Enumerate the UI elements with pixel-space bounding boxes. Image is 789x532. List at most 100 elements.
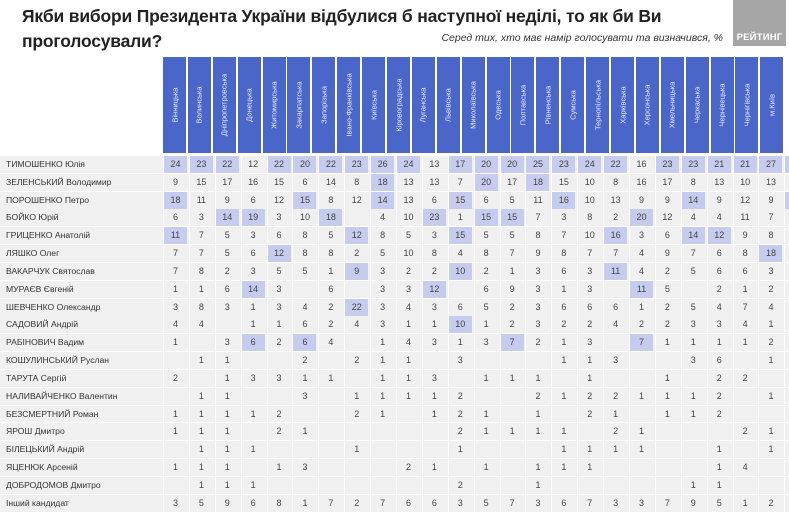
value-cell: 1 xyxy=(706,476,731,494)
table-row: ШЕВЧЕНКО Олександр 3 8 3 1 3 4 2 22 3 4 3 6 5 2 3 6 6 6 1 2 5… xyxy=(0,298,789,316)
value-cell: 1 xyxy=(473,423,498,441)
value-cell: 10 xyxy=(577,227,601,245)
value-cell: 3 xyxy=(163,298,187,316)
value-cell: 5 xyxy=(680,298,705,316)
value-cell xyxy=(603,334,627,352)
value-cell: 1 xyxy=(163,459,187,476)
value-cell xyxy=(577,476,601,494)
region-label: Івано-Франківська xyxy=(344,73,354,137)
value-cell: 2 xyxy=(396,459,420,476)
value-cell: 2 xyxy=(654,262,679,280)
value-cell: 5 xyxy=(266,262,291,280)
value-cell: 2 xyxy=(732,423,757,441)
value-cell: 3 xyxy=(577,262,601,280)
value-cell: 1 xyxy=(680,334,705,352)
value-cell xyxy=(344,369,368,387)
value-cell: 5 xyxy=(499,227,524,245)
value-cell: 7 xyxy=(577,494,601,512)
value-cell: 8 xyxy=(318,191,342,209)
value-cell xyxy=(344,209,368,227)
value-cell: 3 xyxy=(680,352,705,369)
value-cell: 1 xyxy=(240,405,265,423)
candidate-name: НАЛИВАЙЧЕНКО Валентин xyxy=(6,390,118,401)
value-cell: 4 xyxy=(629,262,653,280)
value-cell: 3 xyxy=(525,316,549,334)
value-cell: 7 xyxy=(551,227,575,245)
value-cell: 8 xyxy=(318,245,342,263)
value-cell: 1 xyxy=(758,316,782,334)
region-label: Чернігівська xyxy=(742,83,752,127)
value-cell: 9 xyxy=(654,245,679,263)
value-cell: 4 xyxy=(163,316,187,334)
value-cell: 1 xyxy=(654,334,679,352)
value-cell: 7 xyxy=(525,209,549,227)
value-cell: 12 xyxy=(732,191,757,209)
value-cell: 2 xyxy=(318,316,342,334)
value-cell: 3 xyxy=(240,262,265,280)
value-cell: 20 xyxy=(473,173,498,191)
column-header: Сумська xyxy=(561,57,585,153)
value-cell xyxy=(370,459,394,476)
value-cell: 5 xyxy=(680,262,705,280)
value-cell: 9 xyxy=(163,173,187,191)
value-cell: 1 xyxy=(577,441,601,459)
table-row: КОШУЛИНСЬКИЙ Руслан11221131133611 xyxy=(0,352,789,369)
value-cell: 5 xyxy=(396,227,420,245)
value-cell: 7 xyxy=(654,494,679,512)
value-cell: 27 xyxy=(758,156,783,173)
value-cell xyxy=(396,405,420,423)
value-cell: 2 xyxy=(447,405,472,423)
value-cell: 14 xyxy=(318,173,342,191)
column-header: Донецька xyxy=(237,57,261,153)
value-cell: 3 xyxy=(266,298,291,316)
value-cell: 6 xyxy=(240,494,265,512)
value-cell: 7 xyxy=(318,494,342,512)
value-cell: 9 xyxy=(344,262,369,280)
value-cell: 8 xyxy=(344,173,368,191)
region-label: Черкаська xyxy=(692,86,702,124)
value-cell: 2 xyxy=(266,405,291,423)
value-cell: 1 xyxy=(370,405,394,423)
value-cell: 1 xyxy=(344,441,368,459)
value-cell: 23 xyxy=(421,209,446,227)
value-cell: 2 xyxy=(421,262,446,280)
value-cell: 1 xyxy=(214,387,239,405)
region-label: Закарпатська xyxy=(294,81,304,129)
value-cell: 1 xyxy=(473,369,498,387)
value-cell xyxy=(680,459,705,476)
value-cell xyxy=(654,441,679,459)
value-cell: 1 xyxy=(240,441,265,459)
value-cell: 1 xyxy=(577,352,601,369)
value-cell: 1 xyxy=(370,387,394,405)
value-cell: 6 xyxy=(292,316,316,334)
region-label: Тернопільська xyxy=(593,79,603,131)
value-cell xyxy=(706,423,731,441)
column-header: Хмельницька xyxy=(660,57,684,153)
value-cell: 2 xyxy=(706,369,731,387)
value-cell: 2 xyxy=(266,334,291,352)
value-cell: 4 xyxy=(292,298,316,316)
value-cell xyxy=(266,441,291,459)
value-cell: 3 xyxy=(214,298,239,316)
table-row: ПОРОШЕНКО Петро 18 11 9 6 12 15 8 12 14 13 6 15 6 5 11 1… xyxy=(0,191,789,209)
value-cell: 2 xyxy=(396,262,420,280)
value-cell: 6 xyxy=(784,262,789,280)
region-label: Донецька xyxy=(244,88,254,122)
value-cell: 1 xyxy=(577,459,601,476)
value-cell: 1 xyxy=(188,405,213,423)
value-cell: 1 xyxy=(396,316,420,334)
column-header: Житомирська xyxy=(262,57,286,153)
value-cell xyxy=(551,476,575,494)
value-cell: 18 xyxy=(163,191,187,209)
value-cell: 8 xyxy=(732,245,757,263)
value-cell xyxy=(654,476,679,494)
value-cell: 6 xyxy=(473,280,498,298)
value-cell xyxy=(680,280,705,298)
value-cell: 3 xyxy=(370,280,394,298)
value-cell xyxy=(266,352,291,369)
value-cell: 1 xyxy=(188,441,213,459)
value-cell: 2 xyxy=(654,316,679,334)
value-cell: 18 xyxy=(318,209,343,227)
value-cell xyxy=(421,423,446,441)
value-cell: 1 xyxy=(473,316,498,334)
